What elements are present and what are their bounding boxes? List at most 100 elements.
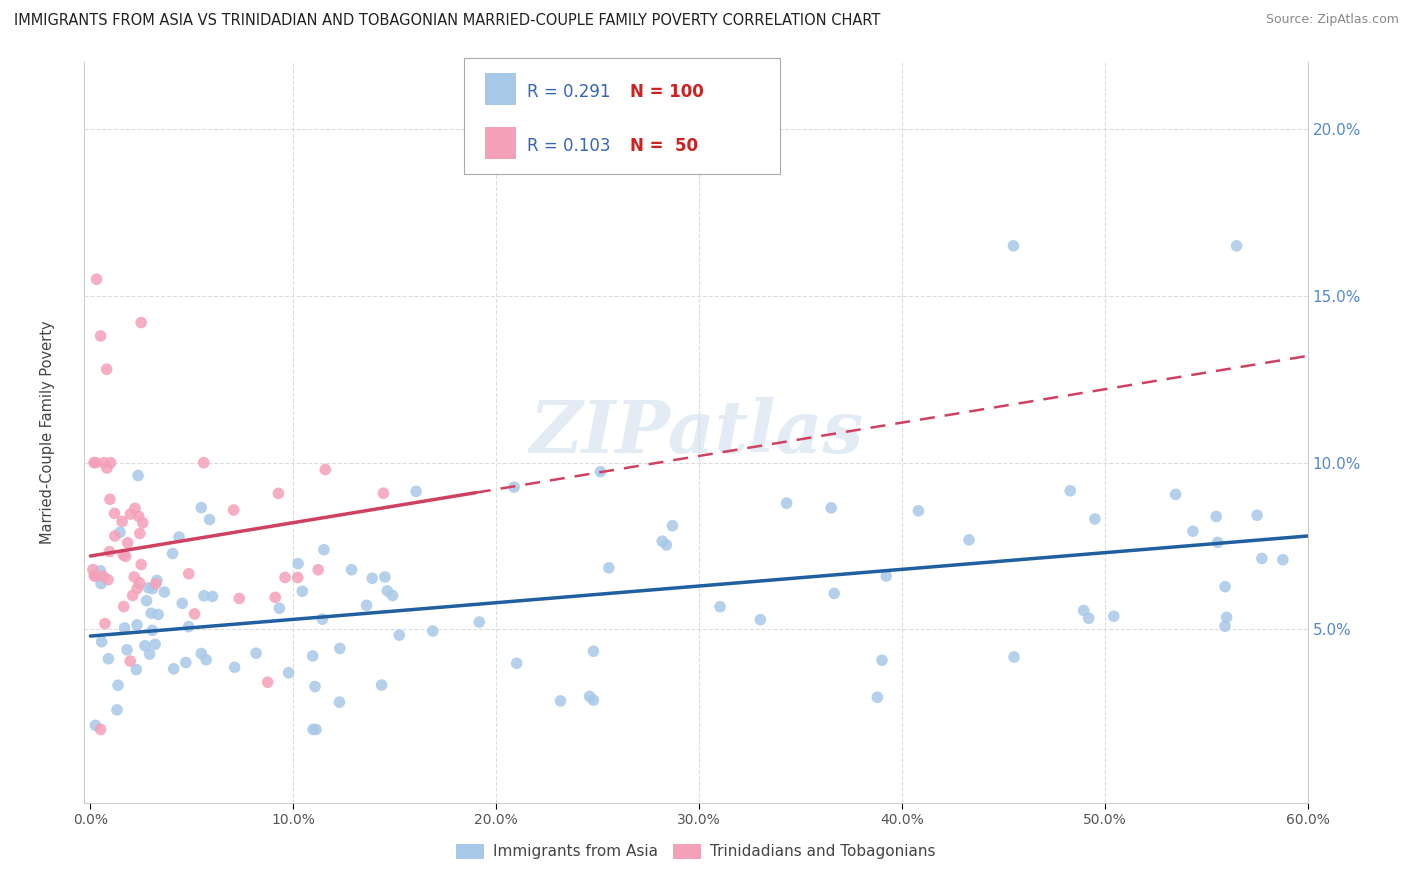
Point: [222, 503, 245, 517]
Point: [141, 624, 163, 638]
Point: [749, 613, 772, 627]
Point: [90, 576, 112, 591]
Point: [1181, 524, 1204, 538]
Point: [866, 690, 889, 705]
Point: [328, 695, 350, 709]
Point: [146, 574, 169, 588]
Point: [104, 529, 127, 543]
Point: [776, 496, 799, 510]
Point: [1002, 650, 1025, 665]
Point: [823, 586, 845, 600]
Point: [103, 507, 125, 521]
Point: [422, 624, 444, 638]
Point: [287, 557, 309, 571]
Y-axis label: Married-Couple Family Poverty: Married-Couple Family Poverty: [41, 321, 55, 544]
Point: [1215, 610, 1237, 624]
Point: [1213, 580, 1236, 594]
Point: [875, 569, 897, 583]
Point: [82, 563, 104, 577]
Point: [121, 589, 143, 603]
Point: [183, 607, 205, 621]
Point: [1073, 603, 1095, 617]
Point: [97, 652, 120, 666]
Point: [1213, 619, 1236, 633]
Point: [98, 492, 121, 507]
Point: [91, 569, 114, 583]
Point: [589, 465, 612, 479]
Point: [111, 515, 134, 529]
Point: [86, 272, 108, 286]
Point: [1002, 239, 1025, 253]
Point: [582, 693, 605, 707]
Point: [162, 547, 184, 561]
Point: [709, 599, 731, 614]
Point: [177, 620, 200, 634]
Point: [83, 456, 105, 470]
Point: [195, 653, 218, 667]
Point: [193, 589, 215, 603]
Point: [1102, 609, 1125, 624]
Point: [224, 660, 246, 674]
Point: [307, 563, 329, 577]
Point: [305, 723, 328, 737]
Point: [124, 501, 146, 516]
Point: [302, 723, 325, 737]
Point: [651, 534, 673, 549]
Text: R = 0.291: R = 0.291: [527, 84, 610, 102]
Point: [381, 589, 404, 603]
Point: [90, 329, 112, 343]
Point: [128, 526, 150, 541]
Point: [277, 665, 299, 680]
Point: [174, 656, 197, 670]
Point: [370, 678, 392, 692]
Point: [1250, 551, 1272, 566]
Point: [190, 647, 212, 661]
Point: [172, 596, 194, 610]
Point: [112, 599, 135, 614]
Point: [135, 593, 157, 607]
Point: [388, 628, 411, 642]
Point: [907, 504, 929, 518]
Point: [870, 653, 893, 667]
Point: [269, 601, 291, 615]
Point: [550, 694, 572, 708]
Point: [375, 583, 398, 598]
Point: [655, 538, 678, 552]
Point: [129, 558, 152, 572]
Point: [177, 566, 200, 581]
Point: [98, 544, 121, 558]
Point: [115, 642, 138, 657]
Point: [90, 634, 112, 648]
Point: [201, 590, 224, 604]
Point: [291, 584, 314, 599]
Point: [198, 512, 221, 526]
Point: [274, 570, 297, 584]
Point: [598, 561, 620, 575]
Point: [356, 599, 378, 613]
Point: [138, 581, 160, 595]
Point: [127, 582, 149, 596]
Point: [153, 585, 176, 599]
Point: [1205, 509, 1227, 524]
Point: [163, 662, 186, 676]
Point: [97, 573, 120, 587]
Point: [96, 461, 118, 475]
Legend: Immigrants from Asia, Trinidadians and Tobagonians: Immigrants from Asia, Trinidadians and T…: [450, 838, 942, 865]
Point: [141, 582, 163, 596]
Point: [661, 518, 683, 533]
Point: [100, 456, 122, 470]
Point: [146, 607, 169, 622]
Point: [138, 647, 160, 661]
Point: [96, 362, 118, 376]
Point: [89, 564, 111, 578]
Point: [582, 644, 605, 658]
Point: [301, 648, 323, 663]
Point: [820, 500, 842, 515]
Point: [287, 570, 309, 584]
Point: [312, 542, 335, 557]
Point: [84, 569, 107, 583]
Point: [108, 525, 131, 540]
Point: [314, 462, 336, 476]
Point: [93, 456, 115, 470]
Point: [105, 703, 128, 717]
